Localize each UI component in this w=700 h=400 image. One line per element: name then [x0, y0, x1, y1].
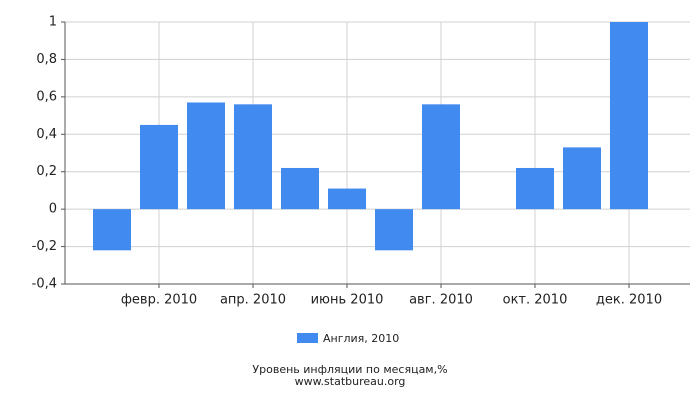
y-tick-label: 1 — [49, 15, 57, 30]
bar — [187, 102, 225, 210]
bar — [234, 104, 272, 210]
bar — [563, 147, 601, 210]
x-tick-label: дек. 2010 — [596, 293, 662, 308]
y-tick-label: -0,2 — [32, 239, 57, 254]
x-tick-label: окт. 2010 — [503, 293, 568, 308]
bar — [328, 188, 366, 210]
bar — [281, 167, 319, 210]
x-tick-label: апр. 2010 — [220, 293, 286, 308]
bar — [375, 209, 413, 251]
y-tick-label: 0,2 — [36, 164, 57, 179]
bar — [93, 209, 131, 251]
legend-swatch — [297, 333, 318, 343]
bar — [516, 167, 554, 210]
y-tick-label: 0,8 — [36, 52, 57, 67]
y-tick-label: -0,4 — [32, 277, 57, 292]
bar — [140, 124, 178, 210]
y-tick-label: 0,6 — [36, 89, 57, 104]
x-tick-label: февр. 2010 — [121, 293, 197, 308]
bar — [422, 104, 460, 210]
bar — [610, 22, 648, 210]
chart-source: www.statbureau.org — [295, 375, 406, 388]
y-tick-label: 0 — [49, 202, 57, 217]
chart-title: Уровень инфляции по месяцам,% — [252, 363, 447, 376]
x-tick-label: авг. 2010 — [409, 293, 473, 308]
legend-label: Англия, 2010 — [323, 332, 399, 345]
y-tick-label: 0,4 — [36, 127, 57, 142]
x-tick-label: июнь 2010 — [311, 293, 384, 308]
